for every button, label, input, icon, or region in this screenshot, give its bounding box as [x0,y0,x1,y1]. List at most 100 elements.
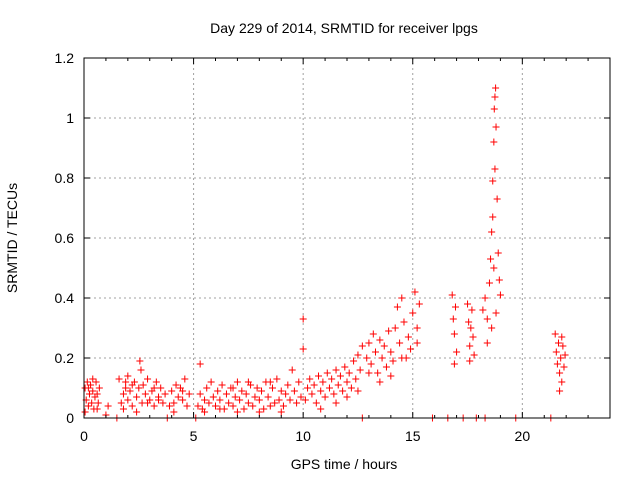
data-point [343,378,351,386]
data-point [466,357,474,365]
data-point [236,396,244,404]
data-point [325,384,333,392]
y-tick-label: 0 [66,410,74,426]
data-point [255,396,263,404]
data-point [299,315,307,323]
data-point [181,375,189,383]
x-tick-label: 15 [405,428,421,444]
data-point [411,288,419,296]
data-point [304,384,312,392]
data-point [350,357,358,365]
data-point [489,177,497,185]
data-point [398,294,406,302]
data-point [332,399,340,407]
data-point [450,360,458,368]
data-point [277,387,285,395]
data-point [341,363,349,371]
data-point [308,390,316,398]
data-point [556,369,564,377]
data-point [84,402,92,410]
data-point [233,378,241,386]
data-point [209,393,217,401]
data-point [212,402,219,410]
data-point [400,318,408,326]
data-point [317,387,325,395]
data-point [485,279,493,287]
data-point [282,390,290,398]
y-tick-label: 0.8 [55,170,75,186]
data-point [271,399,279,407]
data-point [468,306,476,314]
data-point [560,363,568,371]
data-point [363,354,371,362]
data-point [554,339,562,347]
data-point [312,399,320,407]
data-point [415,300,423,308]
data-point [170,408,178,416]
data-point [225,399,233,407]
data-point [277,408,285,416]
data-point [284,381,292,389]
data-point [551,330,559,338]
data-point [358,342,366,350]
data-point [334,381,342,389]
data-point [306,375,314,383]
data-point [119,390,127,398]
data-point [251,393,259,401]
data-point [561,351,569,359]
y-tick-label: 0.2 [55,350,75,366]
data-point [95,384,103,392]
data-point [117,399,125,407]
data-point [196,390,204,398]
data-point [483,315,491,323]
data-point [449,315,457,323]
data-point [124,396,132,404]
data-point [556,387,564,395]
data-point [214,387,222,395]
data-point [133,408,141,416]
data-point [126,387,134,395]
data-point [216,396,224,404]
y-tick-label: 0.4 [55,290,75,306]
data-point [165,402,173,410]
x-tick-label: 0 [80,428,88,444]
data-point [288,366,296,374]
data-point [557,354,565,362]
data-point [170,399,178,407]
data-point [84,384,92,392]
data-point [81,408,89,416]
data-point [310,381,318,389]
data-point [144,375,152,383]
data-point [382,363,390,371]
data-point [323,369,331,377]
data-point [301,396,309,404]
data-point [128,402,136,410]
x-tick-label: 20 [515,428,531,444]
data-point [85,390,93,398]
data-point [487,255,495,263]
data-point [493,195,501,203]
grid-lines [84,58,610,418]
data-point [238,387,246,395]
data-point [376,336,384,344]
data-point [354,351,362,359]
data-point [144,399,152,407]
data-point [159,399,167,407]
data-point [365,369,373,377]
x-tick-label: 10 [295,428,311,444]
data-point [122,384,130,392]
data-point [207,378,215,386]
y-axis-label: SRMTID / TECUs [4,183,20,293]
data-point [467,324,475,332]
data-point [183,402,191,410]
data-point [369,330,377,338]
data-point [492,84,500,92]
data-point [290,387,298,395]
data-point [93,390,101,398]
data-point [264,393,272,401]
data-point [481,294,489,302]
data-point [201,396,209,404]
data-point [266,402,274,410]
data-point [332,366,340,374]
data-point [122,378,130,386]
